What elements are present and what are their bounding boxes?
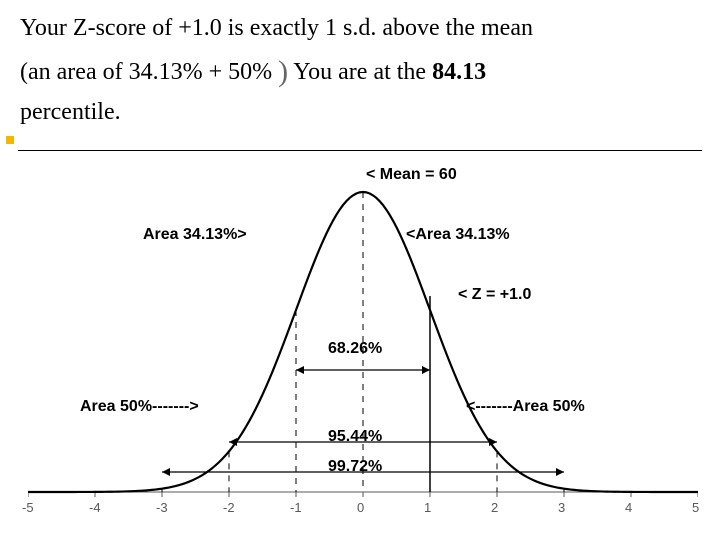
prose-line2a: (an area of 34.13% + 50% — [20, 59, 272, 85]
x-tick-label: -1 — [290, 500, 302, 515]
prose-line2b: You are at the — [293, 59, 432, 85]
label-area50-left: Area 50%-------> — [80, 398, 199, 416]
prose-paren: ) — [278, 55, 288, 88]
divider-line — [18, 150, 702, 151]
label-area50-right: <-------Area 50% — [466, 398, 585, 416]
x-tick-label: -3 — [156, 500, 168, 515]
label-area-right: <Area 34.13% — [406, 226, 510, 244]
prose-line3: percentile. — [20, 99, 121, 125]
x-tick-label: 2 — [491, 500, 498, 515]
x-tick-label: 5 — [692, 500, 699, 515]
bullet-marker — [6, 136, 14, 144]
prose-line1: Your Z-score of +1.0 is exactly 1 s.d. a… — [20, 15, 533, 41]
label-99-percent: 99.72% — [328, 458, 382, 476]
x-tick-label: -2 — [223, 500, 235, 515]
explanation-text: Your Z-score of +1.0 is exactly 1 s.d. a… — [20, 10, 700, 131]
label-area-left: Area 34.13%> — [143, 226, 247, 244]
normal-distribution-chart: < Mean = 60 Area 34.13%> <Area 34.13% < … — [28, 170, 698, 530]
x-tick-label: 3 — [558, 500, 565, 515]
label-95-percent: 95.44% — [328, 428, 382, 446]
x-tick-label: 1 — [424, 500, 431, 515]
x-tick-label: -5 — [22, 500, 34, 515]
label-mean: < Mean = 60 — [366, 166, 457, 184]
prose-bold-percentile: 84.13 — [432, 59, 486, 85]
x-tick-label: 4 — [625, 500, 632, 515]
x-tick-label: -4 — [89, 500, 101, 515]
x-tick-label: 0 — [357, 500, 364, 515]
label-68-percent: 68.26% — [328, 340, 382, 358]
label-z-plus-1: < Z = +1.0 — [458, 286, 531, 304]
